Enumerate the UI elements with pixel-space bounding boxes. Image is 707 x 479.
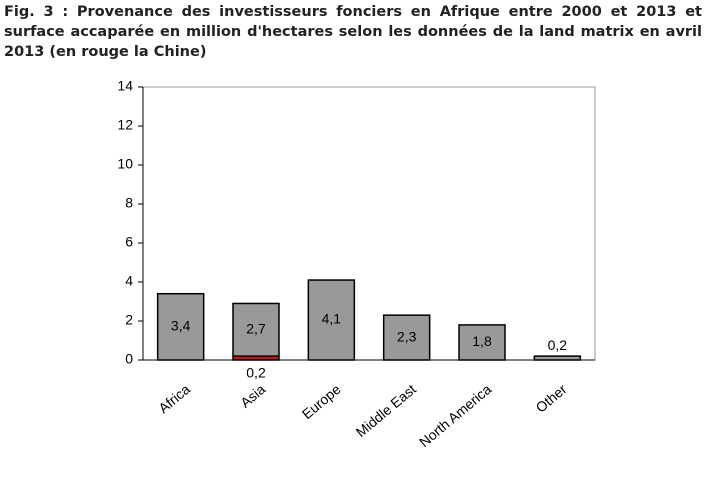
data-label: 2,3 [397,328,417,344]
bar-segment [232,302,280,357]
x-tick-label: Middle East [353,381,419,440]
x-tick-label: Europe [299,381,344,422]
bar-segment [307,279,356,361]
x-tick-label: Asia [237,381,268,411]
data-label: 0,2 [246,365,266,381]
x-tick-label: Africa [155,381,193,416]
bar-segment [533,355,582,361]
x-tick-label: Other [533,381,570,416]
bar-segment [382,314,431,361]
y-tick-label: 8 [125,195,133,211]
y-tick-label: 14 [117,78,133,94]
data-label: 2,7 [246,320,266,336]
y-tick-label: 6 [125,234,133,250]
bar-segment [458,324,506,361]
data-label: 1,8 [472,333,492,349]
bar-segment [156,292,205,361]
y-tick-label: 2 [125,312,133,328]
x-tick-label: North America [416,381,494,450]
data-label: 3,4 [171,318,191,334]
y-tick-label: 4 [125,273,133,289]
y-tick-label: 10 [117,156,133,172]
data-label: 4,1 [322,311,342,327]
chart-title: Fig. 3 : Provenance des investisseurs fo… [4,4,702,60]
y-tick-label: 12 [117,117,133,133]
plot-frame [142,86,596,361]
y-tick-label: 0 [125,351,133,367]
data-label: 0,2 [548,337,568,353]
